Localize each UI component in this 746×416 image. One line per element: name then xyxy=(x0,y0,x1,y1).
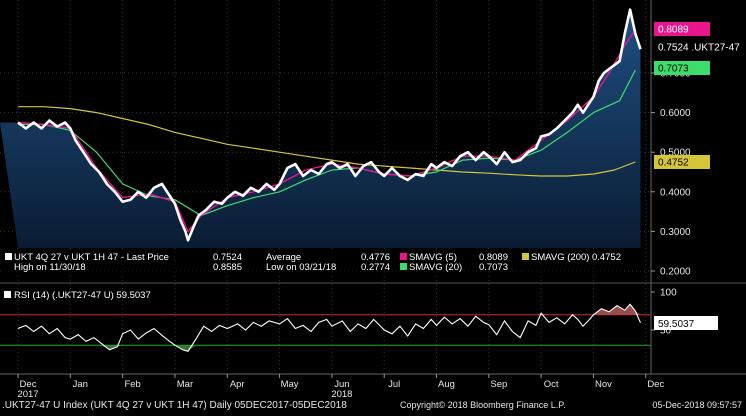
y-tick-label-2: 0.4000 xyxy=(660,187,691,198)
rsi-last-tag-label: 59.5037 xyxy=(658,319,695,330)
x-tick-label-2: Feb xyxy=(124,379,140,390)
y-tick-label-1: 0.3000 xyxy=(660,227,691,238)
x-tick-label-5: May xyxy=(281,379,299,390)
tag-bg-0 xyxy=(654,22,710,36)
x-tick-label-12: Dec xyxy=(647,379,664,390)
x-tick-label-1: Jan xyxy=(73,379,88,390)
footer-left: .UKT27-47 U Index (UKT 4Q 27 v UKT 1H 47… xyxy=(2,400,347,411)
x-tick-label-9: Sep xyxy=(490,379,507,390)
legend-label-3: Low on 03/21/18 xyxy=(266,262,336,273)
tag-label-1: 0.7524 .UKT27-47 xyxy=(658,43,740,54)
x-tick-label-3: Mar xyxy=(177,379,193,390)
rsi-y-tick-label-1: 100 xyxy=(660,288,677,299)
legend-label-5: SMAVG (20) xyxy=(409,262,462,273)
legend-label-1: High on 11/30/18 xyxy=(14,262,86,273)
y-tick-label-3: 0.5000 xyxy=(660,148,691,159)
price-area-fill xyxy=(0,9,641,248)
legend-label-4: SMAVG (5) xyxy=(409,252,457,263)
x-tick-label-4: Apr xyxy=(230,379,245,390)
x-tick-label-0: Dec xyxy=(20,379,37,390)
legend-label-0: UKT 4Q 27 v UKT 1H 47 - Last Price xyxy=(14,252,169,263)
x-tick-label-11: Nov xyxy=(595,379,612,390)
x-tick-label-8: Aug xyxy=(438,379,455,390)
legend-value-4: 0.8089 xyxy=(479,252,508,263)
series-lines xyxy=(17,8,642,242)
rsi-panel: RSI (14) (.UKT27-47 U) 59.5037 50 100 59.50… xyxy=(0,288,718,352)
legend-swatch-5 xyxy=(400,263,407,270)
tag-label-3: 0.4752 xyxy=(658,158,689,169)
legend-value-6: 0.4752 xyxy=(592,252,621,263)
legend-value-5: 0.7073 xyxy=(479,262,508,273)
legend-value-3: 0.2774 xyxy=(361,262,390,273)
tag-label-2: 0.7073 xyxy=(658,64,689,75)
legend-value-0: 0.7524 xyxy=(213,252,242,263)
tag-bg-1 xyxy=(654,40,746,54)
price-legend: UKT 4Q 27 v UKT 1H 47 - Last Price 0.7524… xyxy=(2,249,622,273)
y-tick-label-4: 0.6000 xyxy=(660,108,691,119)
x-tick-label-6: Jun xyxy=(334,379,349,390)
legend-swatch-0 xyxy=(5,253,12,260)
price-line xyxy=(17,8,642,242)
legend-label-2: Average xyxy=(266,252,301,263)
x-tick-label-6-line2: 2018 xyxy=(331,389,352,400)
footer-copyright: Copyright© 2018 Bloomberg Finance L.P. xyxy=(400,400,566,410)
rsi-y-tick-label-0: 50 xyxy=(660,326,672,337)
legend-swatch-6 xyxy=(522,253,529,260)
legend-bg xyxy=(2,249,622,273)
legend-swatch-4 xyxy=(400,253,407,260)
rsi-last-tag-bg xyxy=(654,316,718,330)
rsi-swatch xyxy=(4,291,11,298)
rsi-title: RSI (14) (.UKT27-47 U) 59.5037 xyxy=(14,290,151,301)
tag-label-0: 0.8089 xyxy=(658,25,689,36)
sma20-line xyxy=(18,69,636,217)
x-tick-label-0-line2: 2017 xyxy=(17,389,38,400)
footer: .UKT27-47 U Index (UKT 4Q 27 v UKT 1H 47… xyxy=(2,400,742,411)
footer-timestamp: 05-Dec-2018 09:57:57 xyxy=(652,400,742,410)
x-tick-label-10: Oct xyxy=(544,379,559,390)
legend-value-2: 0.4776 xyxy=(361,252,390,263)
legend-value-1: 0.8585 xyxy=(213,262,242,273)
legend-label-6: SMAVG (200) xyxy=(531,252,589,263)
y-tick-label-0: 0.2000 xyxy=(660,267,691,278)
price-area xyxy=(0,9,641,248)
sma200-line xyxy=(18,106,636,177)
last-value-tags: 0.8089 0.7524 .UKT27-47 0.7073 0.4752 xyxy=(654,22,746,169)
rsi-line xyxy=(17,303,642,352)
tag-bg-3 xyxy=(654,155,710,169)
tag-bg-2 xyxy=(654,61,710,75)
x-tick-label-7: Jul xyxy=(388,379,400,390)
